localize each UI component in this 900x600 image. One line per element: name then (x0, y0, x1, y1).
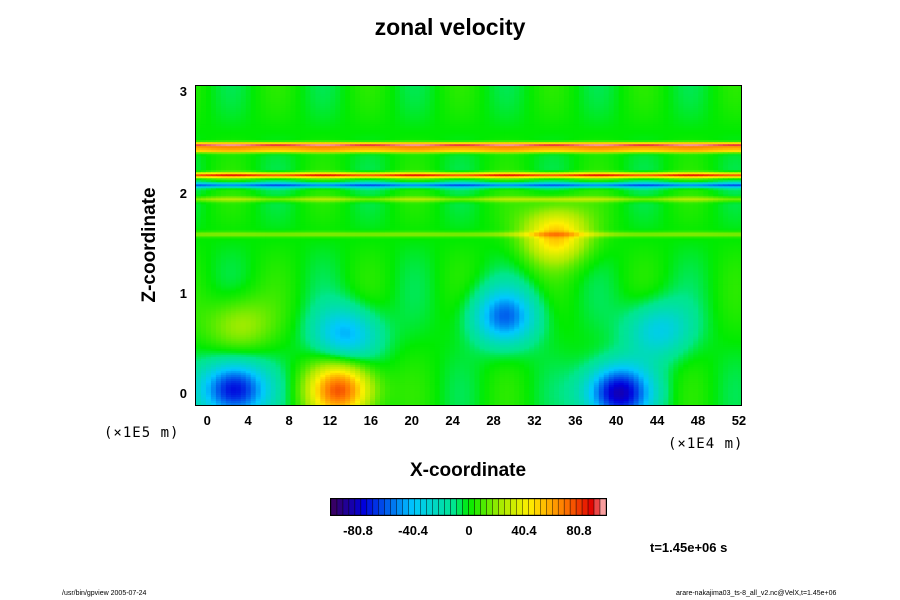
plot-area (195, 85, 742, 406)
heatmap-field (196, 86, 742, 406)
chart-title: zonal velocity (0, 14, 900, 41)
